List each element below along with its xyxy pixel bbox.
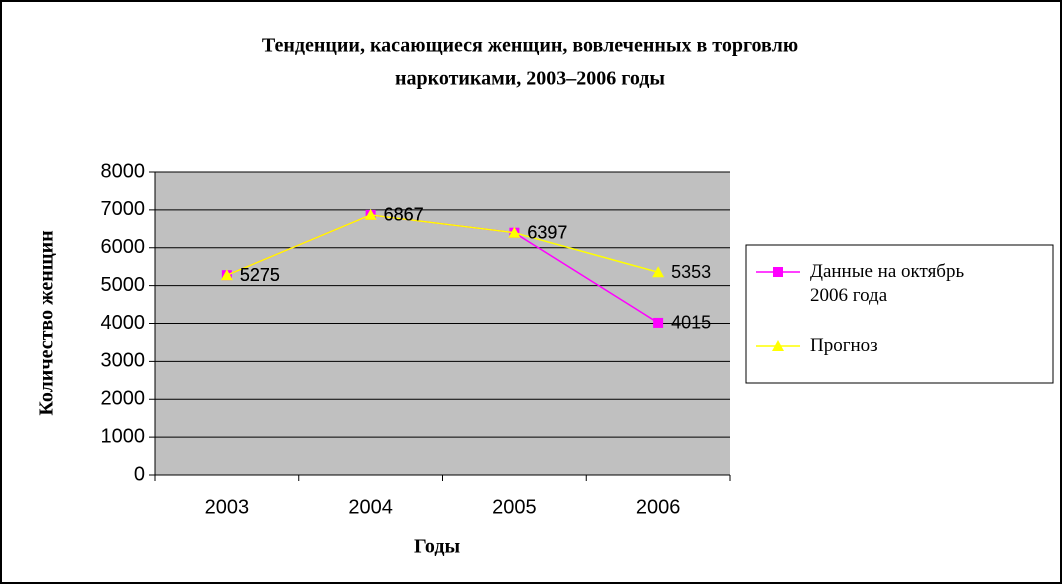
y-tick-label: 1000 — [101, 425, 146, 447]
x-tick-label: 2004 — [348, 496, 393, 518]
x-tick-label: 2005 — [492, 496, 537, 518]
data-label: 5353 — [671, 262, 711, 282]
data-point — [220, 269, 233, 281]
y-tick-label: 0 — [134, 463, 145, 485]
y-tick-label: 3000 — [101, 350, 146, 372]
y-tick-label: 8000 — [101, 160, 146, 182]
x-tick-label: 2003 — [205, 496, 250, 518]
data-label: 4015 — [671, 313, 711, 333]
data-point — [652, 266, 665, 278]
y-tick-label: 6000 — [101, 236, 146, 258]
chart-title: наркотиками, 2003–2006 годы — [395, 68, 665, 90]
chart-title: Тенденции, касающиеся женщин, вовлеченны… — [262, 35, 798, 57]
legend-box — [745, 244, 1054, 384]
data-point — [508, 226, 521, 238]
y-tick-label: 5000 — [101, 274, 146, 296]
legend-entry: Прогноз — [810, 335, 878, 356]
legend-marker — [773, 267, 783, 277]
data-label: 5275 — [240, 265, 280, 285]
y-tick-label: 2000 — [101, 388, 146, 410]
series-line — [226, 214, 659, 276]
x-axis-label: Годы — [414, 536, 461, 558]
y-tick-label: 7000 — [101, 198, 146, 220]
y-tick-label: 4000 — [101, 312, 146, 334]
data-point — [653, 317, 664, 328]
legend-marker — [772, 340, 784, 351]
data-label: 6397 — [527, 222, 567, 242]
x-tick-label: 2006 — [636, 496, 681, 518]
data-label: 6397 — [527, 222, 567, 242]
y-axis-label: Количество женщин — [36, 230, 58, 415]
data-point — [364, 208, 377, 220]
data-label: 6867 — [384, 205, 424, 225]
legend-entry: Данные на октябрь 2006 года — [810, 261, 965, 306]
data-label: 5275 — [240, 265, 280, 285]
